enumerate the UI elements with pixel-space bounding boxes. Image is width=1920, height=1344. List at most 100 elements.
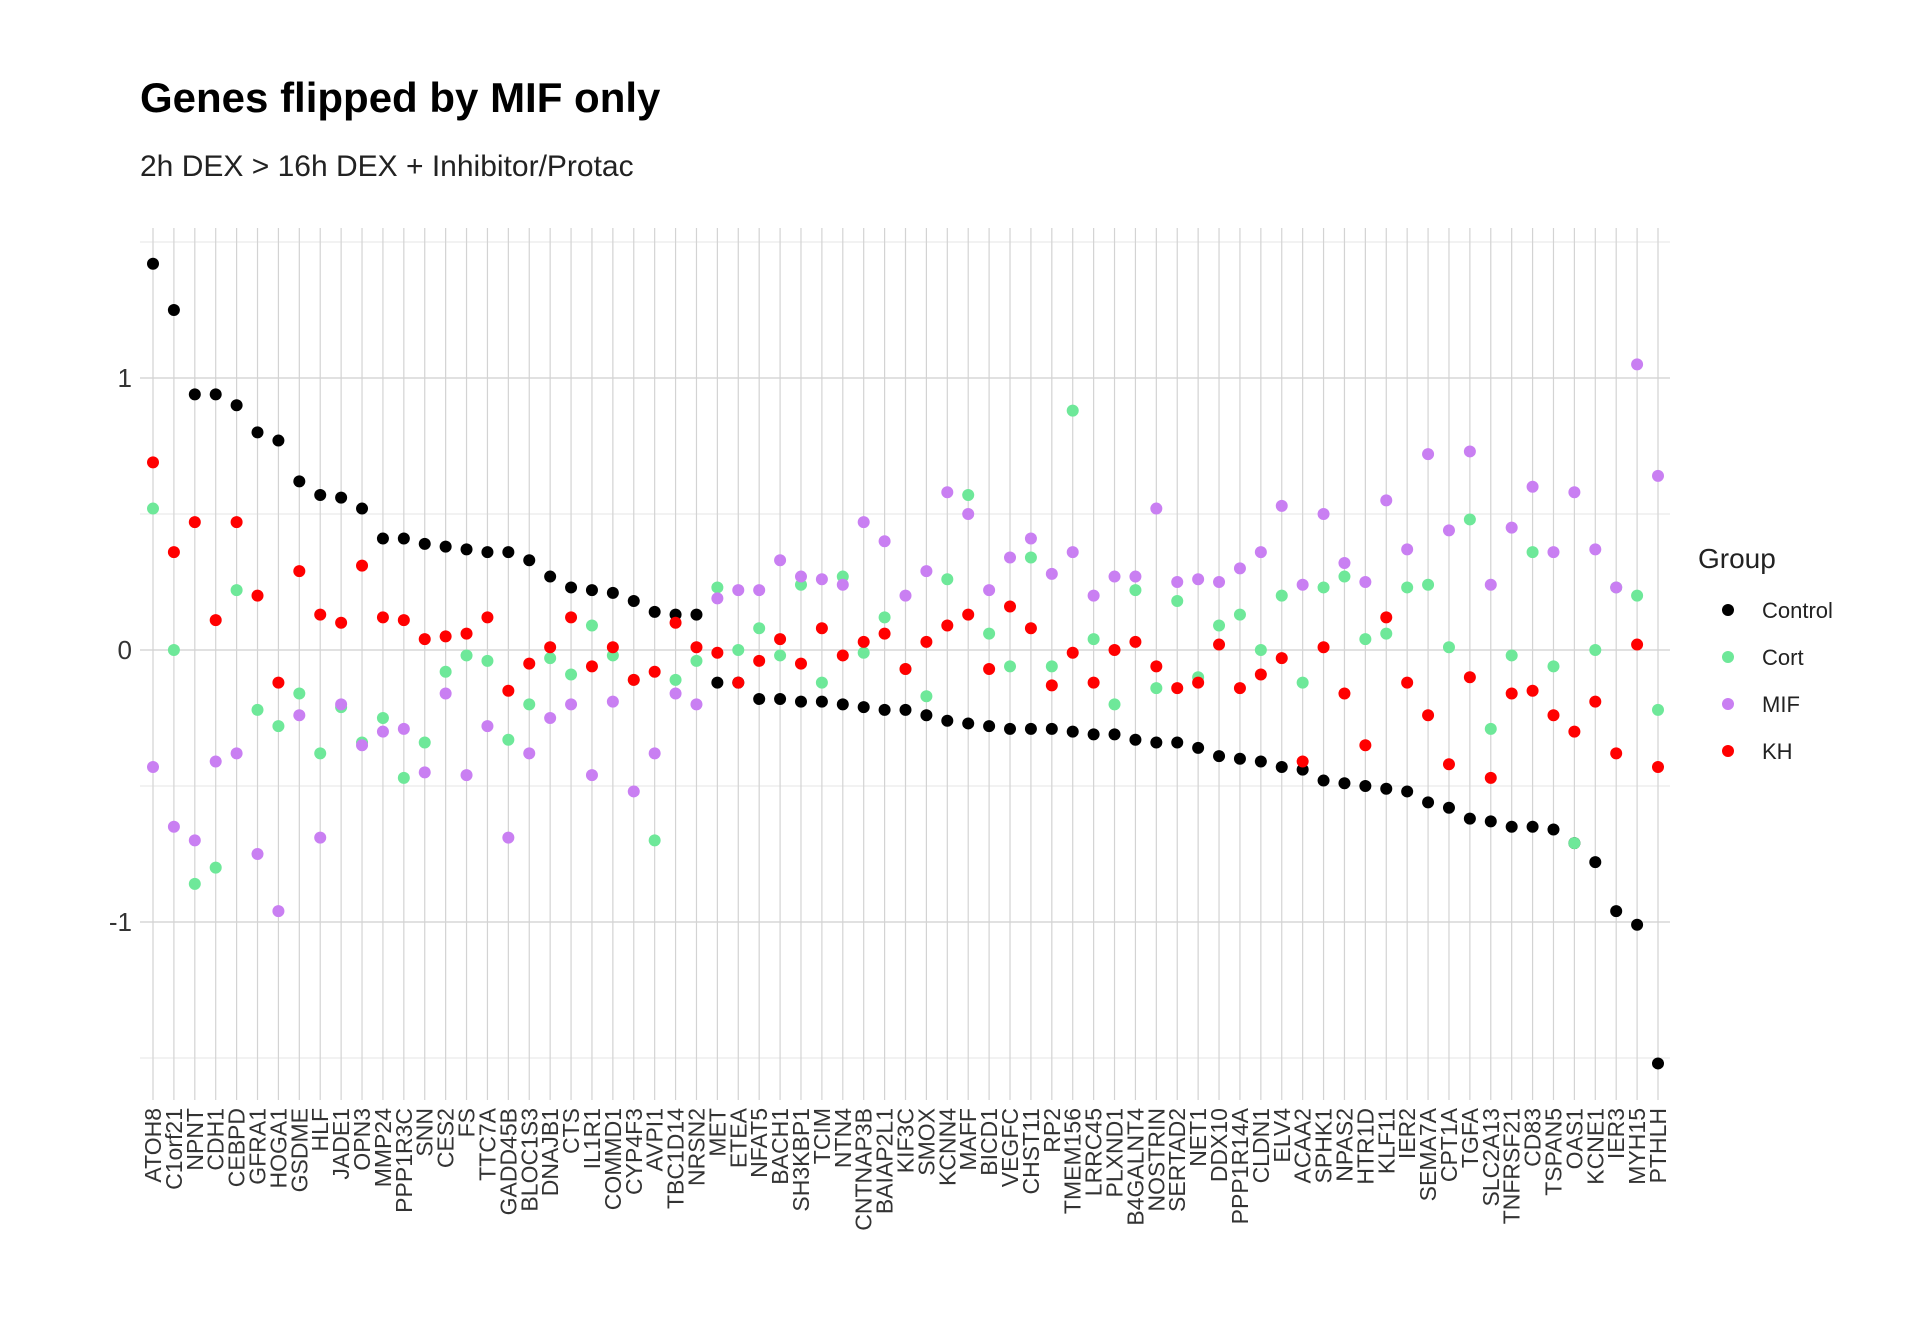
point-control (1066, 725, 1079, 738)
point-control (147, 257, 159, 270)
point-cort (1066, 404, 1079, 417)
point-kh (1359, 739, 1372, 752)
point-kh (502, 684, 515, 697)
point-mif (857, 516, 870, 529)
point-mif (335, 698, 348, 711)
point-kh (1066, 646, 1079, 659)
legend-title: Group (1698, 543, 1776, 574)
x-tick-label: KLF11 (1373, 1108, 1399, 1174)
point-cort (1547, 660, 1560, 673)
point-cort (1505, 649, 1518, 662)
point-kh (1610, 747, 1623, 760)
legend-label: Cort (1762, 645, 1804, 670)
point-mif (356, 739, 369, 752)
point-control (1610, 905, 1623, 918)
point-control (397, 532, 410, 545)
x-tick-label: VEGFC (997, 1108, 1023, 1187)
point-cort (272, 720, 285, 733)
point-mif (1568, 486, 1581, 499)
point-kh (857, 635, 870, 648)
x-tick-label: BACH1 (767, 1108, 793, 1185)
legend-key-kh (1722, 745, 1734, 757)
point-control (962, 717, 975, 730)
point-mif (1463, 445, 1476, 458)
point-mif (1108, 570, 1121, 583)
point-cort (753, 622, 766, 635)
point-kh (1275, 652, 1288, 665)
point-kh (753, 654, 766, 667)
point-kh (732, 676, 745, 689)
point-mif (1233, 562, 1246, 575)
point-control (1004, 722, 1017, 735)
point-control (753, 692, 766, 705)
point-kh (794, 657, 807, 670)
point-kh (899, 663, 912, 676)
point-control (690, 608, 703, 621)
point-mif (1213, 576, 1226, 588)
x-tick-label: NOSTRIN (1143, 1108, 1169, 1212)
point-cort (878, 611, 891, 624)
point-kh (648, 665, 661, 678)
point-mif (1652, 469, 1664, 482)
point-mif (565, 698, 578, 711)
point-control (857, 701, 870, 714)
data-points (147, 257, 1664, 1070)
legend-items: Control Cort MIF KH (1722, 598, 1833, 764)
x-tick-label: DDX10 (1206, 1108, 1232, 1182)
x-tick-label: MAFF (955, 1108, 981, 1171)
point-kh (1484, 771, 1497, 784)
point-control (1484, 815, 1497, 828)
point-mif (753, 584, 766, 597)
x-tick-label: KCNN4 (934, 1108, 960, 1186)
x-tick-label: COMMD1 (600, 1108, 626, 1210)
point-kh (983, 663, 996, 676)
point-mif (1171, 576, 1184, 588)
point-cort (1024, 551, 1037, 564)
point-control (1505, 820, 1518, 833)
point-mif (1380, 494, 1393, 507)
x-tick-label: NPAS2 (1331, 1108, 1357, 1182)
point-control (1192, 741, 1205, 754)
x-tick-label: GFRA1 (245, 1108, 271, 1185)
y-tick-label: 1 (118, 363, 132, 393)
x-tick-label: IL1R1 (579, 1108, 605, 1169)
point-kh (1192, 676, 1205, 689)
point-control (1589, 856, 1602, 869)
point-mif (1129, 570, 1142, 583)
point-control (1547, 823, 1560, 836)
point-mif (230, 747, 243, 760)
point-mif (502, 831, 515, 844)
point-kh (1547, 709, 1560, 722)
point-control (1631, 918, 1644, 931)
x-tick-label: PLXND1 (1102, 1108, 1128, 1197)
point-control (209, 388, 222, 401)
point-kh (1652, 760, 1664, 773)
point-mif (1442, 524, 1455, 537)
point-cort (648, 834, 661, 847)
point-cort (565, 668, 578, 681)
x-tick-label: OAS1 (1561, 1108, 1587, 1169)
point-mif (1150, 502, 1163, 515)
point-mif (732, 584, 745, 597)
point-kh (1233, 682, 1246, 695)
point-control (1463, 812, 1476, 825)
point-control (1045, 722, 1058, 735)
point-cort (293, 687, 306, 700)
point-kh (1171, 682, 1184, 695)
legend-label: KH (1762, 739, 1793, 764)
point-control (1024, 722, 1037, 735)
x-tick-label: KIF3C (893, 1108, 919, 1173)
point-kh (397, 614, 410, 627)
point-mif (627, 785, 640, 798)
point-kh (439, 630, 452, 643)
point-control (899, 703, 912, 716)
point-cort (1484, 722, 1497, 735)
point-kh (606, 641, 619, 654)
x-axis-ticks: ATOH8C1orf21NPNTCDH1CEBPDGFRA1HOGA1GSDME… (140, 1107, 1671, 1230)
x-tick-label: SNN (412, 1108, 438, 1157)
point-cort (418, 736, 431, 749)
point-cort (1652, 703, 1664, 716)
point-kh (167, 546, 180, 559)
point-kh (1254, 668, 1267, 681)
point-mif (1505, 521, 1518, 534)
